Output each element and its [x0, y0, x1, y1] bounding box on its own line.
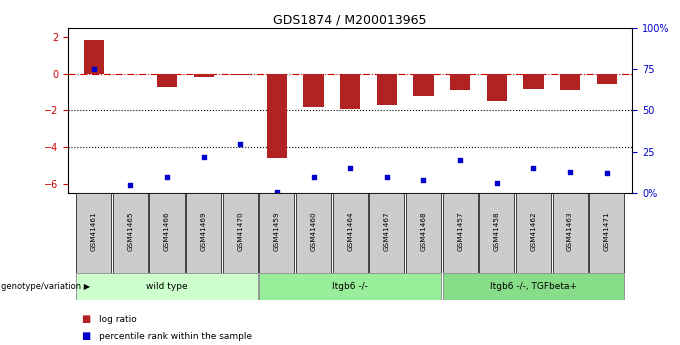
Bar — [230, 73, 250, 76]
Bar — [443, 273, 624, 299]
Text: GSM41470: GSM41470 — [237, 211, 243, 251]
Text: GSM41461: GSM41461 — [90, 211, 97, 251]
Bar — [369, 193, 405, 273]
Text: GSM41467: GSM41467 — [384, 211, 390, 251]
Bar — [76, 193, 112, 273]
Text: GSM41471: GSM41471 — [604, 211, 610, 251]
Point — [418, 177, 429, 183]
Text: genotype/variation ▶: genotype/variation ▶ — [1, 282, 90, 291]
Bar — [150, 193, 184, 273]
Text: GSM41458: GSM41458 — [494, 211, 500, 251]
Bar — [596, 73, 617, 84]
Point — [564, 169, 575, 175]
Point — [198, 154, 209, 159]
Bar — [516, 193, 551, 273]
Text: GSM41465: GSM41465 — [127, 211, 133, 251]
Bar — [406, 193, 441, 273]
Text: log ratio: log ratio — [99, 315, 137, 324]
Point — [162, 174, 173, 179]
Bar — [560, 73, 580, 90]
Bar — [524, 73, 543, 89]
Text: GSM41468: GSM41468 — [420, 211, 426, 251]
Point — [601, 170, 612, 176]
Text: GSM41469: GSM41469 — [201, 211, 207, 251]
Bar — [479, 193, 514, 273]
Point — [345, 166, 356, 171]
Bar — [157, 73, 177, 87]
Bar — [377, 73, 397, 105]
Text: GSM41466: GSM41466 — [164, 211, 170, 251]
Point — [235, 141, 245, 146]
Bar — [76, 273, 258, 299]
Text: GSM41459: GSM41459 — [274, 211, 280, 251]
Bar — [340, 73, 360, 109]
Bar — [296, 193, 331, 273]
Point — [528, 166, 539, 171]
Text: ■: ■ — [82, 314, 94, 324]
Bar — [194, 73, 214, 77]
Bar — [333, 193, 368, 273]
Bar — [553, 193, 588, 273]
Point — [455, 157, 466, 163]
Text: GSM41462: GSM41462 — [530, 211, 537, 251]
Bar — [84, 40, 104, 73]
Text: GSM41460: GSM41460 — [311, 211, 317, 251]
Bar — [259, 193, 294, 273]
Point — [492, 180, 503, 186]
Text: ■: ■ — [82, 332, 94, 341]
Text: percentile rank within the sample: percentile rank within the sample — [99, 332, 252, 341]
Bar — [267, 73, 287, 158]
Text: GSM41463: GSM41463 — [567, 211, 573, 251]
Point — [381, 174, 392, 179]
Point — [271, 189, 282, 194]
Bar — [222, 193, 258, 273]
Bar — [443, 193, 478, 273]
Bar — [113, 193, 148, 273]
Text: GSM41457: GSM41457 — [457, 211, 463, 251]
Point — [88, 66, 99, 72]
Text: ltgb6 -/-: ltgb6 -/- — [333, 282, 368, 291]
Title: GDS1874 / M200013965: GDS1874 / M200013965 — [273, 13, 427, 27]
Bar — [487, 73, 507, 101]
Bar — [450, 73, 471, 90]
Bar — [186, 193, 221, 273]
Point — [308, 174, 319, 179]
Bar — [259, 273, 441, 299]
Point — [125, 182, 136, 188]
Text: ltgb6 -/-, TGFbeta+: ltgb6 -/-, TGFbeta+ — [490, 282, 577, 291]
Bar — [303, 73, 324, 107]
Text: wild type: wild type — [146, 282, 188, 291]
Bar — [589, 193, 624, 273]
Bar — [413, 73, 434, 96]
Text: GSM41464: GSM41464 — [347, 211, 353, 251]
